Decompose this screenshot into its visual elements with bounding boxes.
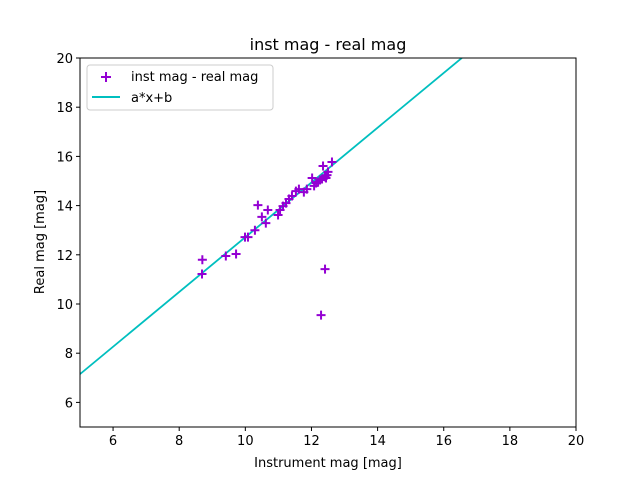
y-tick-label: 20 [56,52,73,67]
data-point [257,212,267,222]
legend-label-line: a*x+b [131,91,172,106]
data-point [273,210,283,220]
y-tick-label: 10 [56,298,73,313]
data-point [323,167,333,177]
data-point [307,173,317,183]
x-tick-label: 16 [435,434,452,449]
x-tick-label: 14 [369,434,386,449]
data-point [327,157,337,167]
y-tick-label: 12 [56,249,73,264]
x-tick-label: 8 [175,434,183,449]
plot-frame [79,57,577,428]
legend-label-scatter: inst mag - real mag [131,70,258,85]
data-point [261,218,271,228]
x-tick-label: 6 [109,434,117,449]
y-tick-label: 16 [56,150,73,165]
data-point [253,200,263,210]
data-point [197,269,207,279]
data-point [316,310,326,320]
y-tick-label: 18 [56,101,73,116]
data-point [263,205,273,215]
y-tick-label: 8 [65,347,73,362]
y-axis-label: Real mag [mag] [33,190,48,294]
data-point [287,191,297,201]
data-point [320,264,330,274]
legend-marker-scatter [101,72,111,82]
x-tick-label: 20 [568,434,585,449]
data-point [231,249,241,259]
x-tick-label: 18 [502,434,519,449]
data-point [243,232,253,242]
x-tick-label: 12 [303,434,320,449]
data-point [197,255,207,265]
chart-title: inst mag - real mag [250,35,407,54]
data-point [302,184,312,194]
legend: inst mag - real mag a*x+b [86,64,274,111]
data-point [318,161,328,171]
data-point [221,251,231,261]
x-tick-label: 10 [237,434,254,449]
y-tick-label: 14 [56,200,73,215]
y-tick-label: 6 [65,396,73,411]
data-point [294,184,304,194]
data-point [321,173,331,183]
x-axis-label: Instrument mag [mag] [254,456,402,471]
data-point [250,225,260,235]
fit-line [80,58,464,375]
